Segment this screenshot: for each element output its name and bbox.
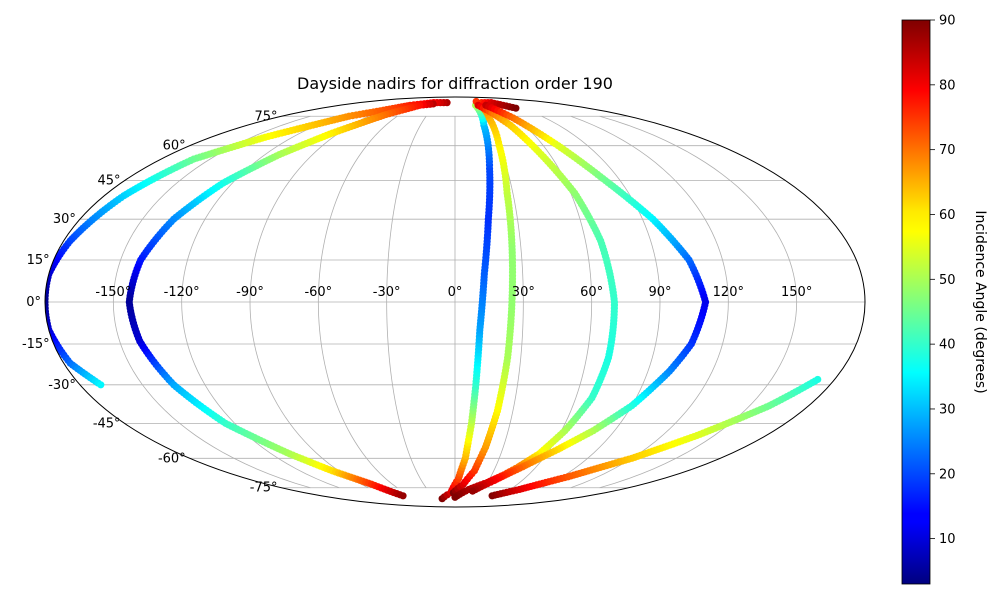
longitude-tick-label: -60° <box>304 285 332 300</box>
longitude-tick-label: 30° <box>512 285 535 300</box>
longitude-tick-label: 150° <box>781 285 812 300</box>
colorbar-tick-label: 80 <box>939 78 956 93</box>
colorbar-tick-label: 50 <box>939 273 956 288</box>
data-point <box>97 381 105 389</box>
colorbar-tick-label: 90 <box>939 14 956 29</box>
longitude-tick-label: -90° <box>236 285 264 300</box>
colorbar-tick-label: 70 <box>939 143 956 158</box>
data-point <box>814 375 822 384</box>
longitude-tick-label: 0° <box>448 285 463 300</box>
latitude-tick-label: 15° <box>27 253 50 268</box>
longitude-tick-label: -30° <box>373 285 401 300</box>
longitude-tick-label: 90° <box>648 285 671 300</box>
map-boundary <box>44 96 866 508</box>
colorbar-tick-label: 40 <box>939 338 956 353</box>
data-point <box>451 493 459 501</box>
longitude-tick-label: 120° <box>713 285 744 300</box>
latitude-tick-label: -45° <box>93 416 121 431</box>
data-point <box>468 487 477 495</box>
colorbar-ticks: 10 20 30 40 50 60 70 80 90 <box>930 14 956 547</box>
data-point <box>512 104 520 112</box>
data-point <box>399 492 407 500</box>
graticule-grid <box>45 115 865 489</box>
latitude-tick-label: -75° <box>250 481 278 496</box>
colorbar: 10 20 30 40 50 60 70 80 90 Incidence Angle (degr… <box>901 14 988 585</box>
meridian-line <box>599 115 798 489</box>
latitude-tick-label: 45° <box>98 174 121 189</box>
meridian-line <box>386 116 427 488</box>
colorbar-gradient <box>901 19 931 585</box>
chart-title: Dayside nadirs for diffraction order 190 <box>297 74 613 93</box>
latitude-tick-labels: 75° 60° 45° 30° 15° 0° -15° -30° -45° -60° -75° <box>22 109 278 495</box>
longitude-tick-label: 60° <box>580 285 603 300</box>
colorbar-tick-label: 30 <box>939 402 956 417</box>
longitude-tick-label: -150° <box>95 285 131 300</box>
colorbar-tick-label: 20 <box>939 467 956 482</box>
meridian-line <box>112 115 311 489</box>
longitude-tick-labels: -150° -120° -90° -60° -30° 0° 30° 60° 90° 120° 150… <box>95 285 812 300</box>
data-points <box>45 97 822 503</box>
meridian-line <box>541 115 661 489</box>
meridian-line <box>570 115 729 489</box>
meridian-line <box>249 115 369 489</box>
meridian-line <box>317 115 398 489</box>
latitude-tick-label: -30° <box>48 378 76 393</box>
latitude-tick-label: 60° <box>163 139 186 154</box>
longitude-tick-label: -120° <box>164 285 200 300</box>
latitude-tick-label: -60° <box>158 451 186 466</box>
colorbar-label: Incidence Angle (degrees) <box>972 210 988 393</box>
colorbar-tick-label: 10 <box>939 532 956 547</box>
latitude-tick-label: 75° <box>254 109 277 124</box>
colorbar-tick-label: 60 <box>939 208 956 223</box>
latitude-tick-label: -15° <box>22 337 50 352</box>
latitude-tick-label: 30° <box>53 212 76 227</box>
latitude-tick-label: 0° <box>26 295 41 310</box>
